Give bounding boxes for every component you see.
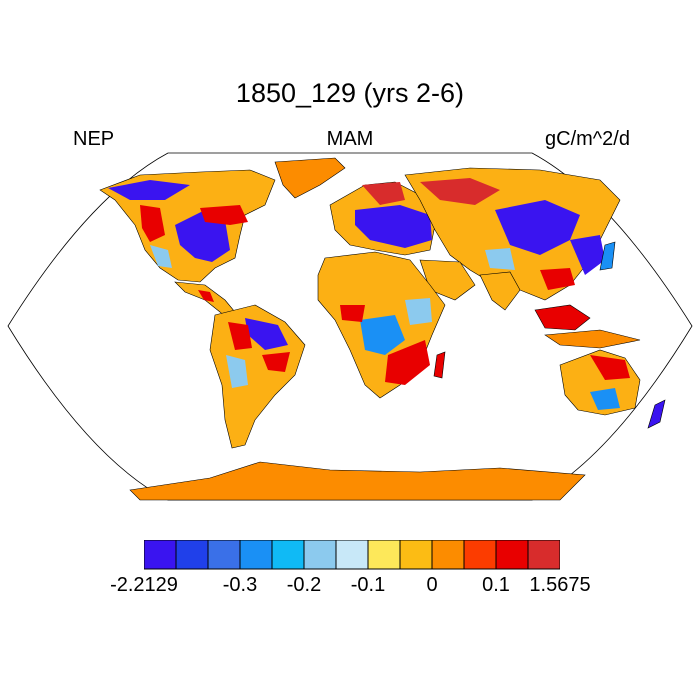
colorbar-swatch — [367, 540, 401, 570]
colorbar-tick-label: -0.3 — [222, 574, 258, 596]
colorbar-swatch — [463, 540, 497, 570]
colorbar-swatch — [399, 540, 433, 570]
asia-red-east — [540, 268, 575, 290]
colorbar-tick-label: 1.5675 — [529, 574, 591, 596]
colorbar-swatch — [175, 540, 209, 570]
colorbar-swatch — [239, 540, 273, 570]
africa-red-west — [340, 305, 365, 322]
australia-blue — [590, 388, 620, 410]
sa-blue — [245, 318, 288, 350]
na-red-east — [200, 205, 248, 225]
africa-red-south — [385, 340, 430, 385]
colorbar-tick-label: 0.1 — [482, 574, 510, 596]
africa-lightblue — [405, 298, 432, 325]
antarctica — [129, 461, 586, 501]
na-blue-north — [108, 180, 190, 200]
colorbar-tick-label: -0.1 — [350, 574, 386, 596]
colorbar-tick-label: 0 — [426, 574, 438, 596]
colorbar-tick-label: -2.2129 — [110, 574, 178, 596]
europe-blue — [355, 205, 432, 248]
southeast-asia — [534, 304, 591, 331]
asia-blue-east — [570, 235, 605, 275]
colorbar — [144, 540, 560, 570]
india — [479, 271, 521, 311]
season-label: MAM — [326, 128, 374, 150]
colorbar-swatch — [495, 540, 529, 570]
japan — [599, 241, 616, 271]
greenland — [274, 157, 346, 199]
madagascar — [433, 351, 446, 379]
colorbar-swatch — [144, 540, 177, 570]
new-zealand — [647, 399, 666, 429]
colorbar-labels: -2.2129 -0.3 -0.2 -0.1 0 0.1 1.5675 — [0, 574, 700, 604]
sa-red-south — [262, 352, 290, 372]
colorbar-swatch — [527, 540, 560, 570]
ca-red — [198, 290, 214, 302]
colorbar-swatch — [431, 540, 465, 570]
asia-lightblue — [485, 248, 515, 270]
colorbar-swatch — [207, 540, 241, 570]
asia-blue-central — [495, 200, 580, 255]
africa-blue — [360, 315, 405, 355]
australia-red — [590, 355, 630, 380]
sa-red — [228, 322, 252, 350]
colorbar-tick-label: -0.2 — [286, 574, 322, 596]
map-title: 1850_129 (yrs 2-6) — [235, 78, 465, 108]
na-red-west — [140, 205, 165, 242]
land-field — [99, 157, 666, 501]
sa-lightblue — [226, 355, 248, 388]
asia-red-north — [420, 178, 500, 205]
indonesia — [544, 329, 641, 349]
colorbar-swatch — [271, 540, 305, 570]
variable-label: NEP — [73, 128, 115, 150]
units-label: gC/m^2/d — [545, 128, 630, 150]
europe-red — [362, 182, 405, 205]
colorbar-swatch — [303, 540, 337, 570]
colorbar-swatch — [335, 540, 369, 570]
na-lightblue — [150, 245, 172, 268]
